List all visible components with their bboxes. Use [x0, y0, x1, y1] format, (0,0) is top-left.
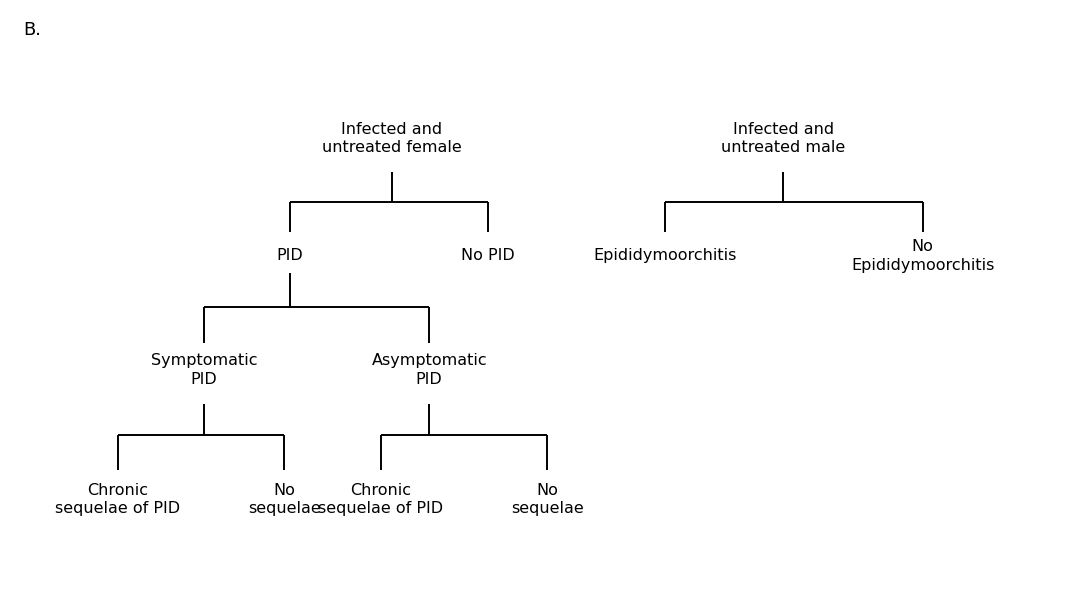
Text: Chronic
sequelae of PID: Chronic sequelae of PID	[319, 483, 443, 517]
Text: Infected and
untreated female: Infected and untreated female	[322, 122, 461, 155]
Text: Asymptomatic
PID: Asymptomatic PID	[371, 353, 487, 387]
Text: No
Epididymoorchitis: No Epididymoorchitis	[851, 239, 995, 273]
Text: Symptomatic
PID: Symptomatic PID	[150, 353, 258, 387]
Text: No
sequelae: No sequelae	[248, 483, 321, 517]
Text: No
sequelae: No sequelae	[511, 483, 584, 517]
Text: Epididymoorchitis: Epididymoorchitis	[593, 249, 737, 263]
Text: PID: PID	[277, 249, 303, 263]
Text: No PID: No PID	[461, 249, 515, 263]
Text: Infected and
untreated male: Infected and untreated male	[721, 122, 846, 155]
Text: B.: B.	[24, 21, 42, 39]
Text: Chronic
sequelae of PID: Chronic sequelae of PID	[56, 483, 180, 517]
